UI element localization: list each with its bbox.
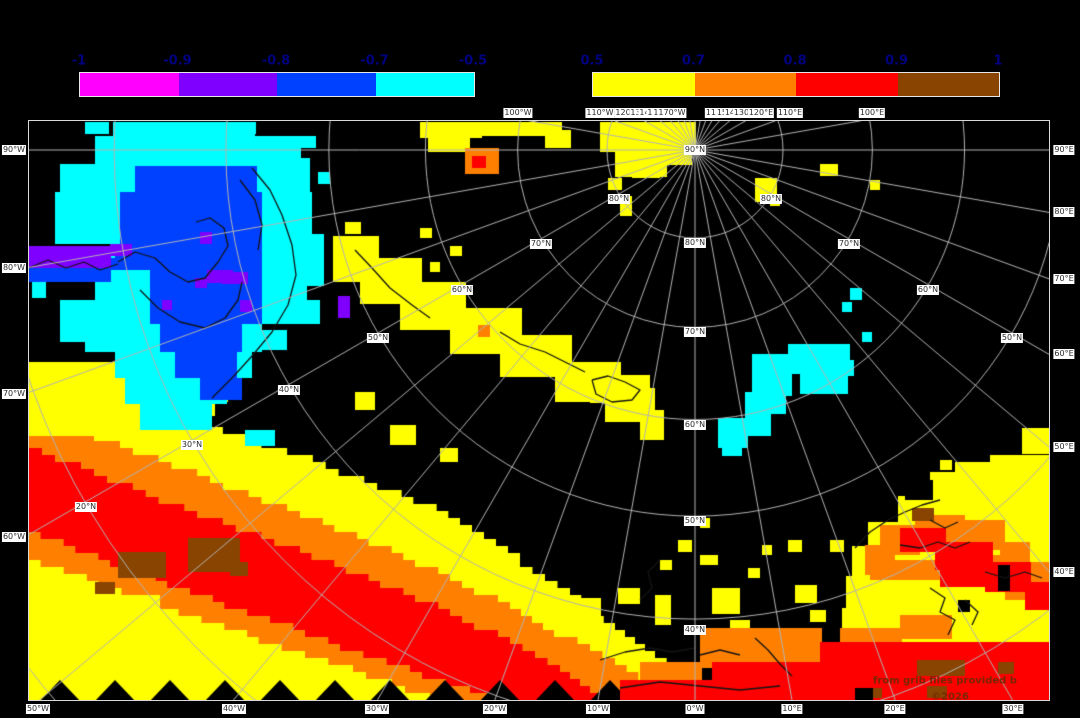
- graticule-label: 30°W: [364, 704, 390, 714]
- graticule-label: 60°N: [683, 420, 707, 430]
- graticule-label: 170°W: [657, 108, 687, 118]
- colorbar-segment: [796, 73, 898, 96]
- graticule-label: 50°N: [683, 516, 707, 526]
- graticule-label: 60°N: [916, 285, 940, 295]
- graticule-label: 20°E: [884, 704, 906, 714]
- colorbar-tick-label: 0.5: [580, 53, 604, 69]
- colorbar-positive: [592, 72, 1000, 97]
- graticule-label: 30°N: [180, 440, 204, 450]
- colorbar-tick-label: 0.7: [681, 53, 706, 69]
- graticule-label: 20°N: [74, 502, 98, 512]
- colorbar-segment: [694, 73, 796, 96]
- colorbar-tick-label: 0.8: [783, 53, 807, 69]
- graticule-label: 40°W: [221, 704, 247, 714]
- graticule-label: 10°E: [781, 704, 803, 714]
- graticule-label: 90°N: [683, 145, 707, 155]
- graticule-label: 60°E: [1053, 349, 1075, 359]
- graticule-label: 70°E: [1053, 274, 1075, 284]
- colorbar-negative: [79, 72, 475, 97]
- colorbar-tick-label: 0.9: [884, 53, 909, 69]
- graticule-label: 40°N: [683, 625, 707, 635]
- colorbar-segment: [897, 73, 999, 96]
- graticule-label: 110°E: [776, 108, 804, 118]
- graticule-label: 120°W: [614, 108, 644, 118]
- colorbar-segment: [593, 73, 695, 96]
- colorbar-tick-label: -0.9: [163, 53, 192, 69]
- colorbar-tick-label: -0.7: [360, 53, 389, 69]
- graticule-label: 0°W: [685, 704, 705, 714]
- graticule-label: 50°N: [366, 333, 390, 343]
- graticule-label: 100°W: [503, 108, 533, 118]
- copyright-text: ©2026: [931, 691, 969, 703]
- graticule-label: 70°N: [837, 239, 861, 249]
- graticule-label: 70°N: [529, 239, 553, 249]
- graticule-label: 100°E: [858, 108, 886, 118]
- graticule-label: 30°E: [1002, 704, 1024, 714]
- graticule-label: 50°W: [25, 704, 51, 714]
- graticule-label: 80°E: [1053, 207, 1075, 217]
- graticule-label: 80°N: [759, 194, 783, 204]
- graticule-label: 70°W: [1, 389, 27, 399]
- graticule-label: 120°E: [747, 108, 775, 118]
- graticule-label: 90°E: [1053, 145, 1075, 155]
- graticule-label: 90°W: [1, 145, 27, 155]
- attribution-text: from grib files provided b: [873, 675, 1017, 687]
- graticule-label: 130°E: [732, 108, 760, 118]
- graticule-label: 40°E: [1053, 567, 1075, 577]
- graticule-label: 20°W: [482, 704, 508, 714]
- graticule-label: 80°W: [1, 263, 27, 273]
- graticule-label: 80°N: [683, 238, 707, 248]
- graticule-label: 70°N: [683, 327, 707, 337]
- colorbar-segment: [178, 73, 277, 96]
- colorbar-tick-label: -0.5: [458, 53, 488, 69]
- map-canvas: [29, 121, 1049, 700]
- colorbar-tick-label: 1: [993, 53, 1003, 69]
- graticule-label: 50°E: [1053, 442, 1075, 452]
- graticule-label: 50°N: [1000, 333, 1024, 343]
- graticule-label: 60°N: [450, 285, 474, 295]
- graticule-label: 60°W: [1, 532, 27, 542]
- colorbar-segment: [277, 73, 376, 96]
- map-plot: [28, 120, 1050, 701]
- graticule-label: 10°W: [585, 704, 611, 714]
- graticule-label: 80°N: [607, 194, 631, 204]
- graticule-label: 110°W: [585, 108, 615, 118]
- colorbar-tick-label: -0.8: [261, 53, 291, 69]
- graticule-label: 40°N: [277, 385, 301, 395]
- colorbar-tick-label: -1: [71, 53, 87, 69]
- colorbar-segment: [375, 73, 474, 96]
- colorbar-segment: [80, 73, 179, 96]
